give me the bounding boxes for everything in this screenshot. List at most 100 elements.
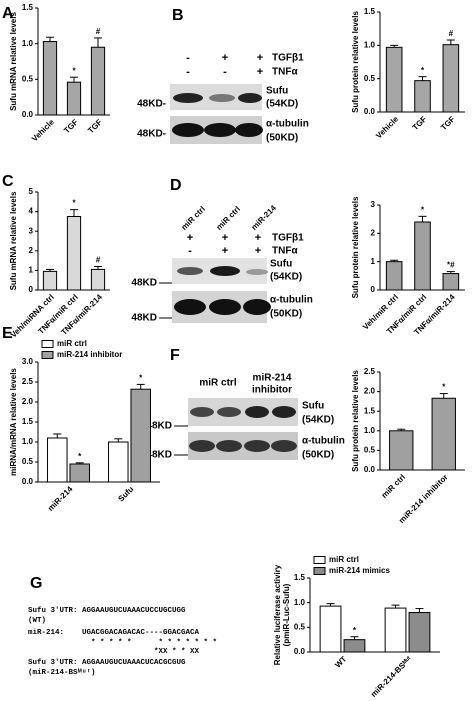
row-label: TNFα [272, 67, 298, 78]
y-tick-label: 0.5 [22, 74, 34, 83]
y-tick-label: 1.0 [364, 40, 376, 49]
legend-label: miR-214 mimics [329, 566, 390, 575]
sign: - [188, 245, 192, 257]
y-tick-label: 0.5 [22, 457, 34, 466]
bar [385, 261, 403, 291]
band [177, 267, 203, 275]
bar [343, 639, 366, 653]
y-tick-label: 0.5 [294, 622, 306, 631]
y-tick-label: 3.0 [22, 357, 34, 366]
y-tick-label: 2.5 [22, 377, 34, 386]
x-tick-label: TGF [62, 117, 80, 135]
y-axis-label: Sufu protein relative levels [351, 370, 360, 472]
band [189, 440, 215, 452]
bar [389, 430, 414, 471]
x-tick-label: Vehicle [30, 117, 56, 143]
y-tick-label: 1.5 [22, 417, 34, 426]
row-label: TNFα [272, 246, 298, 257]
annotation: * [353, 626, 357, 635]
annotation: * [442, 383, 446, 392]
bar [108, 441, 129, 483]
sequence-line: (WT) [28, 617, 46, 625]
band-label: Sufu [270, 259, 292, 270]
y-tick-label: 0.0 [22, 110, 34, 119]
y-tick-label: 1.0 [294, 598, 306, 607]
marker: 48KD- [137, 129, 166, 140]
panel-letter: F [170, 347, 180, 364]
y-tick-label: 1 [29, 266, 34, 275]
legend-swatch [313, 567, 326, 575]
y-axis-label: Sufu protein relative levels [351, 196, 360, 298]
band [245, 406, 269, 418]
panel-letter: G [30, 575, 42, 592]
bar [66, 81, 82, 116]
bar [414, 80, 431, 113]
band [246, 269, 268, 275]
band-label: Sufu [302, 401, 324, 412]
panel-letter: C [2, 173, 14, 190]
band-label: (54KD) [266, 99, 298, 110]
band [238, 93, 262, 103]
sequence-line: (miR-214-BSᴹᵘᵗ) [28, 668, 96, 677]
blot: - + + TGFβ1 - - + TNFα Sufu (54KD) 48KD-… [137, 52, 309, 144]
band [174, 299, 206, 315]
y-tick-label: 4 [29, 207, 34, 216]
legend-label: miR-214 inhibitor [57, 350, 122, 359]
sequence-line: *XX * * XX [28, 648, 200, 656]
x-tick-label: TGF [439, 114, 457, 132]
x-tick-label: miR-214 [46, 484, 75, 513]
annotation: * [421, 205, 425, 214]
y-tick-label: 2 [371, 228, 376, 237]
band [217, 407, 241, 417]
y-tick-label: 2.0 [22, 397, 34, 406]
bar [66, 216, 82, 291]
band-label: α-tubulin [302, 436, 345, 447]
band [172, 123, 204, 137]
y-tick-label: 0.5 [364, 74, 376, 83]
sequence-line: Sufu 3'UTR: AGGAAUGUCUAAACUCCUGCUGG [28, 607, 186, 615]
bar [431, 397, 456, 471]
sign: + [187, 232, 193, 244]
y-tick-label: 0.0 [22, 477, 34, 486]
bar [90, 268, 106, 291]
band-label: α-tubulin [266, 119, 309, 130]
sign: + [257, 52, 263, 64]
bar [442, 44, 460, 113]
lane-label: miR-214 [250, 203, 279, 232]
sign: + [222, 52, 228, 64]
panel-letter: B [172, 7, 184, 24]
bar [42, 41, 58, 116]
sign: + [257, 66, 263, 78]
y-tick-label: 2.5 [364, 367, 376, 376]
x-tick-label: miR-214-BSᴹᵘᵗ [369, 654, 414, 699]
bar [69, 463, 90, 483]
y-axis-label: Sufu mRNA relative levels [9, 12, 18, 111]
lane-label: miR ctrl [215, 204, 242, 231]
x-tick-label: Sufu [116, 484, 135, 503]
marker: 48KD [131, 278, 157, 289]
band [243, 299, 271, 315]
y-tick-label: 0.0 [364, 107, 376, 116]
y-tick-label: 1 [371, 257, 376, 266]
y-tick-label: 1.0 [22, 437, 34, 446]
y-axis-label: Sufu mRNA relative levels [9, 191, 18, 290]
band [272, 406, 296, 418]
sign: - [186, 52, 190, 64]
band-label: (50KD) [270, 309, 302, 320]
band [209, 94, 235, 102]
bar [319, 605, 342, 653]
sequence-line: miR-214: UGACGGACAGACAC----GGACGACA [28, 629, 200, 637]
y-tick-label: 1.5 [364, 406, 376, 415]
band-label: Sufu [266, 86, 288, 97]
y-tick-label: 0.0 [294, 647, 306, 656]
annotation: * [421, 66, 425, 75]
legend-swatch [41, 351, 54, 359]
row-label: TGFβ1 [272, 233, 304, 244]
panel-letter: E [2, 325, 13, 342]
y-tick-label: 2.0 [364, 387, 376, 396]
y-tick-label: 1.0 [364, 426, 376, 435]
y-tick-label: 0.5 [364, 446, 376, 455]
sign: + [255, 245, 261, 257]
blot: miR ctrl miR-214 inhibitor Sufu (54KD) 4… [146, 373, 344, 461]
